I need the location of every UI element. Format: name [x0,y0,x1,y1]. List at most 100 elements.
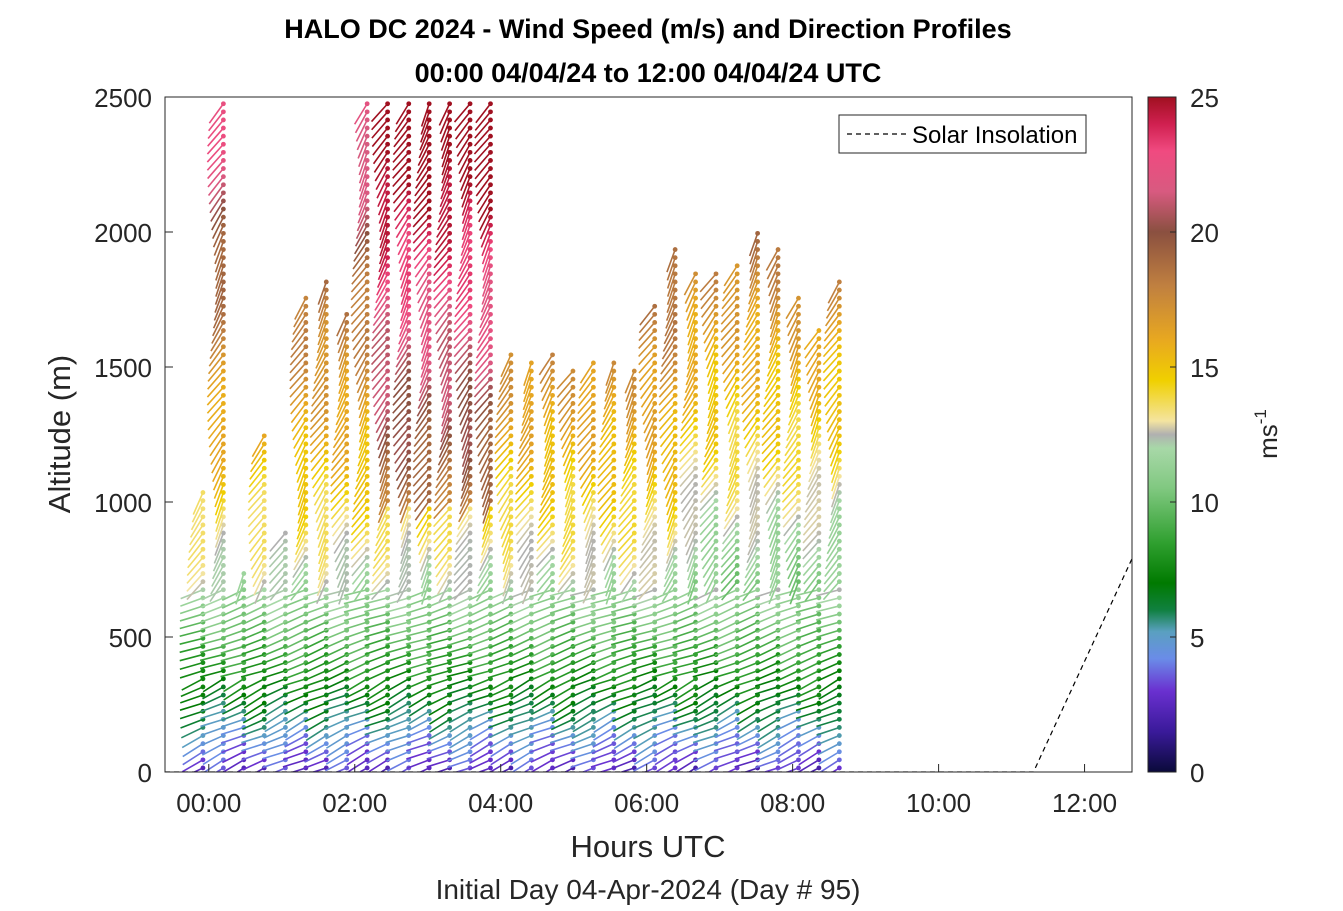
wind-barb [455,362,471,383]
wind-barb-head [364,295,370,301]
wind-barb [478,208,492,231]
wind-barb-head [261,708,267,714]
wind-barb [242,678,265,691]
wind-barb [458,492,471,515]
wind-barb [419,127,430,151]
wind-barb [395,346,410,368]
wind-barb [414,257,430,278]
wind-barb-head [775,295,781,301]
wind-barb [351,313,368,334]
wind-barb [473,378,492,398]
wind-barb-head [220,490,226,495]
wind-barb-head [816,506,822,512]
wind-barb [338,346,348,370]
wind-barb-head [836,563,842,568]
wind-barb [358,767,368,772]
wind-barb [652,589,676,601]
wind-barb-head [344,587,350,593]
wind-barb [473,370,492,390]
wind-barb [179,605,204,615]
wind-barb-head [447,198,453,204]
wind-barb-head [220,587,226,593]
wind-barb [673,702,696,714]
wind-barb [672,710,696,721]
wind-barb [625,378,636,402]
wind-barb [438,192,451,215]
wind-barb [509,742,532,756]
x-tick-label: 02:00 [322,788,387,818]
wind-barb [700,297,717,318]
wind-barb-head [261,506,267,512]
wind-barb [541,467,554,491]
wind-barb-head [406,295,412,301]
wind-barb [482,500,492,524]
wind-barb [495,459,512,480]
wind-barb [523,767,532,772]
wind-barb-head [652,530,658,536]
wind-barb-head [447,571,453,576]
wind-barb-head [734,498,740,504]
wind-barb-head [836,676,842,682]
wind-barb-head [447,482,453,487]
wind-barb-head [467,482,473,487]
wind-barb [432,265,451,285]
wind-barb-head [344,757,350,763]
wind-barb [208,103,225,124]
wind-barb [479,216,492,240]
wind-barb [804,581,820,602]
wind-barb-head [385,287,390,293]
wind-barb-head [775,271,781,277]
wind-barb-head [447,336,453,342]
wind-barb [338,354,348,378]
wind-barb-head [467,303,473,309]
wind-barb-head [590,733,596,738]
wind-barb-head [385,344,390,350]
wind-barb [379,468,389,492]
wind-barb-head [406,271,412,277]
wind-barb-head [570,554,576,560]
wind-barb [572,702,594,717]
wind-barb-head [755,360,761,366]
wind-barb-head [755,433,761,439]
wind-barb [199,645,224,654]
wind-barb-head [385,182,390,188]
wind-barb [776,653,799,666]
wind-barb [643,767,656,772]
wind-barb [324,629,348,641]
wind-barb [435,467,451,489]
wind-barb [597,459,615,479]
wind-barb [467,678,491,689]
wind-barb-head [528,490,534,495]
wind-barb-head [344,433,350,439]
wind-barb [447,621,471,632]
wind-barb-head [816,328,822,333]
wind-barb-head [550,514,555,520]
wind-barb [693,613,717,625]
wind-barb [461,459,471,484]
wind-barb [285,718,307,734]
wind-barb-head [406,587,412,593]
wind-barb-head [344,482,350,487]
wind-barb [631,613,655,622]
wind-barb-head [611,530,617,536]
wind-barb-head [385,644,390,649]
wind-barb [213,540,225,564]
wind-barb-head [364,303,370,309]
wind-barb-head [467,214,473,220]
wind-barb-head [241,676,247,682]
wind-barb-head [508,757,514,763]
wind-barb [652,726,676,737]
wind-barb [673,742,696,755]
wind-barb [802,540,820,560]
wind-barb [692,653,717,663]
wind-barb [762,459,779,480]
wind-barb-head [364,579,370,585]
wind-barb-head [467,222,473,228]
wind-barb-head [344,530,350,536]
wind-barb-head [364,684,370,690]
wind-barb [290,338,307,358]
wind-barb-head [590,433,596,439]
wind-barb [283,653,307,666]
wind-barb [769,549,779,573]
wind-barb-head [713,465,719,471]
